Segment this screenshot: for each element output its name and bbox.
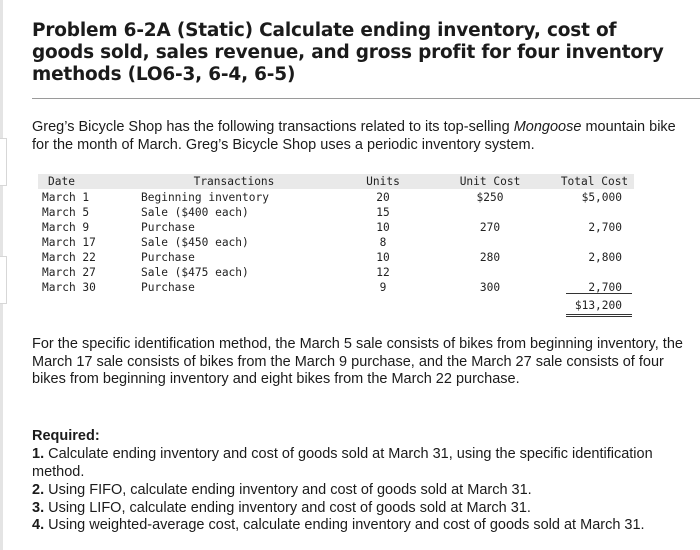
cell-unit-cost: 280: [479, 251, 501, 264]
requirement-number: 1.: [32, 446, 45, 462]
requirement-text: Using weighted-average cost, calculate e…: [44, 517, 645, 533]
cell-units: 12: [376, 266, 390, 279]
cell-date: March 1: [42, 191, 90, 204]
cell-units: 20: [376, 191, 390, 204]
cell-total-cost: 2,700: [588, 221, 622, 234]
cell-transaction: Sale ($450 each): [141, 236, 249, 249]
title-divider: [32, 98, 700, 99]
total-underline-2: [566, 316, 632, 317]
intro-text-start: Greg’s Bicycle Shop has the following tr…: [32, 119, 514, 135]
requirement-4: 4. Using weighted-average cost, calculat…: [32, 517, 692, 535]
cell-transaction: Beginning inventory: [141, 191, 269, 204]
intro-text: Greg’s Bicycle Shop has the following tr…: [32, 118, 692, 154]
header-transactions: Transactions: [193, 175, 275, 188]
cell-date: March 30: [42, 281, 96, 294]
cell-transaction: Purchase: [141, 251, 195, 264]
cell-total-cost: 2,800: [588, 251, 622, 264]
header-units: Units: [366, 175, 400, 188]
cell-date: March 5: [42, 206, 90, 219]
cell-unit-cost: 270: [479, 221, 501, 234]
header-unit-cost: Unit Cost: [459, 175, 521, 188]
cell-total-cost: $5,000: [581, 191, 622, 204]
requirement-number: 3.: [32, 500, 45, 516]
cell-units: 15: [376, 206, 390, 219]
requirement-1: 1. Calculate ending inventory and cost o…: [32, 446, 692, 481]
side-tab[interactable]: [0, 138, 7, 186]
cell-transaction: Purchase: [141, 221, 195, 234]
problem-title: Problem 6-2A (Static) Calculate ending i…: [32, 20, 664, 85]
header-date: Date: [48, 175, 75, 188]
cell-date: March 27: [42, 266, 96, 279]
side-tab[interactable]: [0, 256, 7, 304]
cell-units: 8: [379, 236, 387, 249]
requirement-text: Using FIFO, calculate ending inventory a…: [44, 482, 532, 498]
cell-date: March 17: [42, 236, 96, 249]
cell-unit-cost: $250: [476, 191, 504, 204]
cell-units: 10: [376, 251, 390, 264]
requirement-number: 2.: [32, 482, 45, 498]
cell-date: March 9: [42, 221, 90, 234]
grand-total: $13,200: [574, 299, 622, 312]
requirement-2: 2. Using FIFO, calculate ending inventor…: [32, 482, 692, 500]
cell-unit-cost: 300: [479, 281, 501, 294]
requirement-text: Using LIFO, calculate ending inventory a…: [44, 500, 531, 516]
cell-transaction: Purchase: [141, 281, 195, 294]
subtotal-underline: [566, 293, 632, 294]
inventory-table: Date Transactions Units Unit Cost Total …: [38, 174, 634, 322]
table-header-row: [38, 174, 634, 189]
cell-total-cost: 2,700: [588, 281, 622, 294]
cell-transaction: Sale ($475 each): [141, 266, 249, 279]
requirement-text: Calculate ending inventory and cost of g…: [32, 446, 653, 480]
cell-units: 10: [376, 221, 390, 234]
cell-transaction: Sale ($400 each): [141, 206, 249, 219]
header-total-cost: Total Cost: [560, 175, 629, 188]
specific-identification-paragraph: For the specific identification method, …: [32, 336, 683, 387]
cell-date: March 22: [42, 251, 96, 264]
total-underline-1: [566, 314, 632, 315]
requirement-3: 3. Using LIFO, calculate ending inventor…: [32, 500, 692, 518]
brand-name: Mongoose: [513, 119, 582, 135]
intro-text-end: mountain bike for the month of March. Gr…: [32, 119, 676, 153]
required-heading: Required:: [32, 428, 100, 444]
cell-units: 9: [379, 281, 387, 294]
requirement-number: 4.: [32, 517, 45, 533]
